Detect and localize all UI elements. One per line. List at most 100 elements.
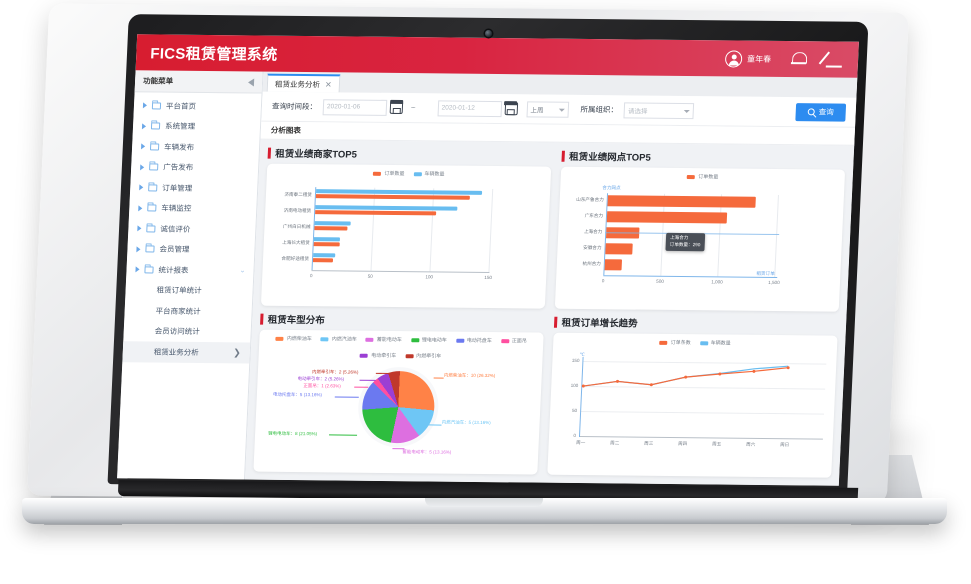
gridline-v (488, 189, 494, 273)
tooltip-value: 订单数量：290 (669, 241, 701, 248)
content-area: 租赁业务分析 ✕ 查询时间段： 2020-01-06 ~ 2020-01-12 … (245, 71, 858, 486)
sidebar-submenu: 租赁订单统计 平台商家统计 会员访问统计 租赁业务分析 ❯ (122, 280, 253, 364)
date-end-value: 2020-01-12 (441, 104, 475, 112)
chevron-right-icon: ❯ (233, 347, 242, 358)
sidebar-title: 功能菜单 (142, 76, 174, 86)
sidebar-item-label: 诚信评价 (160, 224, 191, 234)
sidebar-item-order-mgmt[interactable]: 订单管理 (130, 177, 258, 199)
section-title-label: 分析图表 (270, 125, 302, 135)
calendar-icon[interactable] (504, 101, 518, 115)
date-range-label: 查询时间段： (271, 101, 318, 112)
axis-tick-x: 1,000 (711, 279, 723, 285)
chevron-right-icon (140, 164, 145, 171)
user-menu[interactable]: 童年春 (724, 49, 772, 68)
bar-vehicle[interactable] (314, 221, 351, 226)
sidebar-item-vehicle-monitor[interactable]: 车辆监控 (129, 198, 257, 220)
leader-line (433, 377, 444, 379)
app-title: FICS租赁管理系统 (149, 44, 278, 64)
folder-icon (144, 266, 154, 274)
sidebar-item-credit-rating[interactable]: 诚信评价 (128, 218, 256, 240)
close-icon[interactable]: ✕ (324, 79, 332, 89)
chart-title-label: 租赁业绩网点TOP5 (568, 151, 652, 164)
sidebar-item-vehicle-publish[interactable]: 车辆发布 (132, 136, 260, 158)
app-header: FICS租赁管理系统 童年春 (135, 34, 859, 78)
title-accent-bar (260, 313, 264, 325)
leader-line (329, 434, 358, 436)
axis-label-y: 上海长大租赁 (282, 239, 310, 246)
chevron-right-icon (139, 184, 144, 191)
leader-line (375, 372, 390, 375)
date-range-separator: ~ (410, 103, 416, 113)
axis-x-line (603, 275, 778, 279)
chevron-down-icon (683, 109, 690, 114)
avatar-icon (724, 49, 743, 68)
bar-order[interactable] (607, 195, 756, 208)
chart-tooltip: 上海合力 订单数量：290 (665, 232, 705, 252)
pen-icon[interactable] (826, 50, 845, 68)
period-select[interactable]: 上周 (526, 100, 569, 118)
bar-order[interactable] (605, 243, 633, 255)
line-series-svg (581, 365, 790, 388)
chart-plot-area: ℃ 150 100 50 0 (547, 333, 837, 478)
query-button[interactable]: 查询 (795, 102, 847, 122)
chart-title-vehicle-type: 租赁车型分布 (260, 312, 545, 329)
collapse-sidebar-icon[interactable] (247, 77, 255, 86)
chart-body-vehicle-type-pie: 内燃柴油车 内燃汽油车 蓄能电动车 锂电电动车 电动托盘车 正面吊 电动牵引车 … (253, 329, 544, 475)
calendar-icon[interactable] (389, 100, 404, 114)
axis-label-y: 安徽合力 (583, 244, 602, 251)
date-end-input[interactable]: 2020-01-12 (437, 99, 518, 117)
axis-label-y: 上海合力 (583, 228, 603, 235)
org-select[interactable]: 请选择 (623, 101, 695, 119)
sidebar-item-rental-order-stats[interactable]: 租赁订单统计 (125, 280, 253, 302)
pie-slice-label: 内燃汽油车：5 (13.16%) (441, 419, 491, 426)
date-start-input[interactable]: 2020-01-06 (322, 98, 404, 116)
chart-card-order-growth: 租赁订单增长趋势 订单条数 车辆数量 (547, 315, 838, 478)
bar-order[interactable] (606, 211, 728, 224)
chart-title-station-top5: 租赁业绩网点TOP5 (561, 149, 846, 166)
sidebar-menu: 平台首页 系统管理 车辆发布 广告发布 (122, 92, 262, 364)
title-accent-bar (561, 150, 565, 162)
bar-order[interactable] (315, 210, 437, 216)
chart-plot-area: 济南泰二租赁 济南电动租赁 广州白日机械 上海长大租赁 合肥好途租赁 (261, 164, 551, 309)
bar-order[interactable] (604, 259, 623, 271)
query-button-label: 查询 (818, 107, 834, 117)
chart-card-merchant-top5: 租赁业绩商家TOP5 订单数量 车辆数量 (260, 146, 552, 309)
bar-order[interactable] (315, 194, 470, 200)
chart-title-label: 租赁车型分布 (267, 314, 325, 327)
pie-slice-label: 内燃牵引车：2 (5.26%) (311, 369, 359, 375)
folder-icon (150, 122, 161, 130)
axis-tick-x: 周二 (609, 440, 620, 446)
sidebar-item-statistics-report[interactable]: 统计报表 ⌄ (126, 259, 254, 281)
sidebar-item-label: 广告发布 (162, 162, 194, 173)
app-body: 功能菜单 平台首页 系统管理 车辆发布 (117, 70, 858, 486)
tab-rental-business-analysis[interactable]: 租赁业务分析 ✕ (266, 73, 341, 93)
pie-slice-label: 锂电电动车：8 (21.05%) (268, 430, 318, 437)
sidebar-item-platform-home[interactable]: 平台首页 (134, 95, 262, 117)
sidebar-item-platform-merchant-stats[interactable]: 平台商家统计 (124, 300, 252, 322)
pie-slice-label: 内燃柴油车：10 (26.32%) (443, 372, 496, 379)
bell-icon[interactable] (791, 51, 807, 67)
chart-body-station-top5: 订单数量 合力网点 山东产鲁合力 广东合力 上海合力 安徽合力 杭州合力 (554, 166, 846, 312)
axis-tick-y: 50 (571, 407, 578, 413)
bar-vehicle[interactable] (313, 253, 336, 258)
sidebar-item-rental-business-analysis[interactable]: 租赁业务分析 ❯ (122, 341, 251, 364)
axis-tick-y: 0 (573, 432, 577, 438)
axis-tick-x: 100 (425, 274, 434, 280)
bar-order[interactable] (313, 242, 340, 247)
pie-chart[interactable] (360, 370, 436, 444)
sidebar-item-member-visit-stats[interactable]: 会员访问统计 (123, 321, 251, 343)
sidebar-item-label: 车辆监控 (161, 203, 192, 214)
sidebar-item-ad-publish[interactable]: 广告发布 (131, 157, 259, 179)
sidebar-item-label: 会员管理 (159, 244, 190, 255)
sidebar-item-member-mgmt[interactable]: 会员管理 (127, 239, 255, 261)
gridline-v (429, 188, 435, 272)
chevron-right-icon (135, 266, 140, 273)
chevron-down-icon (558, 108, 565, 112)
bar-vehicle[interactable] (313, 237, 341, 242)
leader-line (427, 424, 442, 426)
bar-order[interactable] (312, 258, 334, 263)
axis-label-y: 济南电动租赁 (283, 207, 312, 214)
bar-order[interactable] (314, 226, 348, 231)
sidebar-item-system-mgmt[interactable]: 系统管理 (133, 116, 261, 138)
pie-slice-label: 正面吊：1 (2.63%) (303, 383, 341, 389)
